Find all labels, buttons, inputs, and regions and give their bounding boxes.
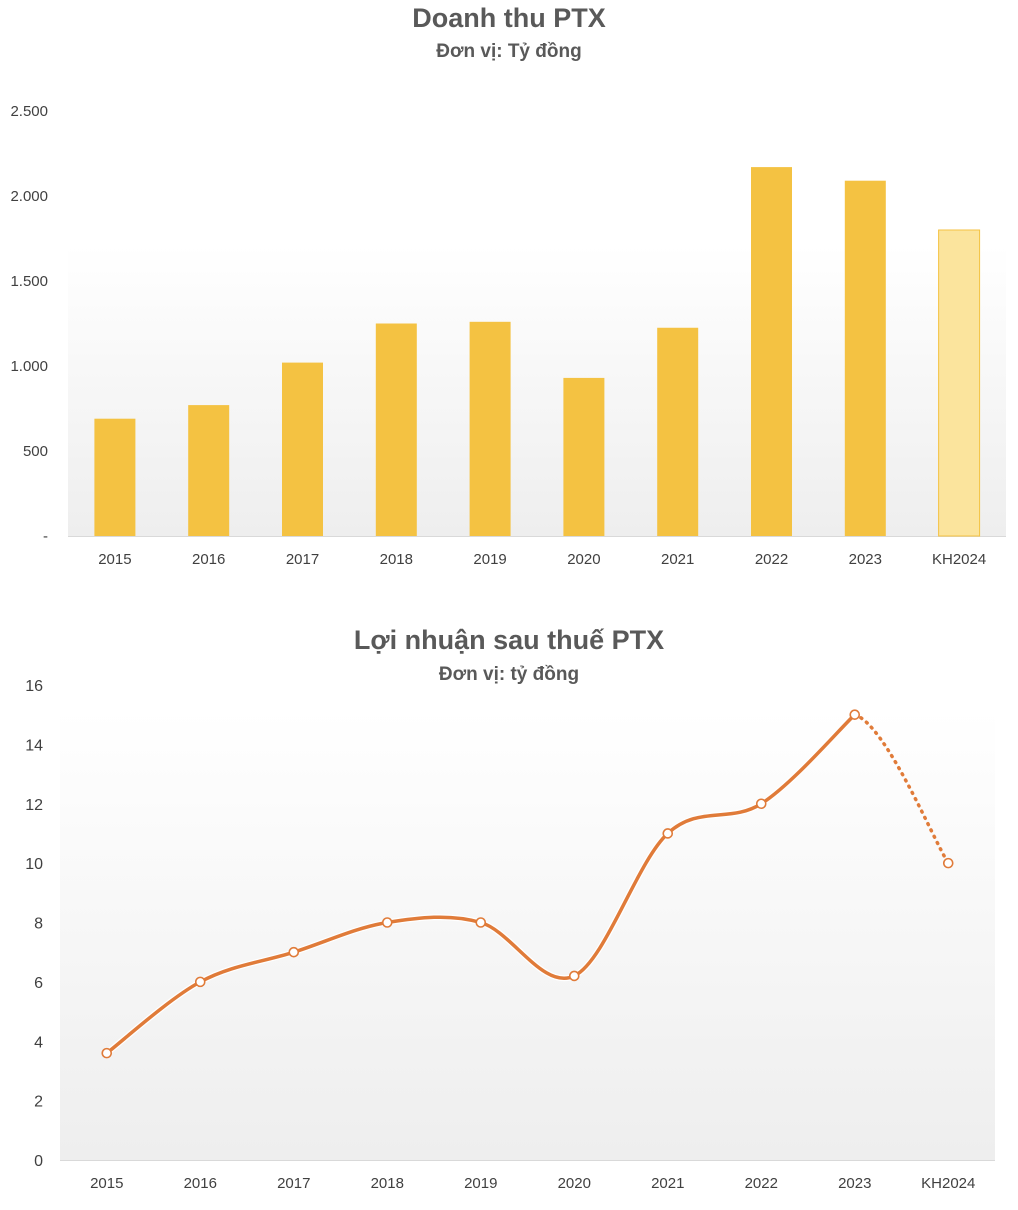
profit-x-tick-label: 2021 bbox=[651, 1175, 684, 1192]
revenue-y-tick-label: - bbox=[43, 528, 48, 545]
profit-point-2015 bbox=[101, 1047, 113, 1059]
profit-chart-subtitle: Đơn vị: tỷ đồng bbox=[438, 664, 580, 685]
revenue-y-tick-label: 1.000 bbox=[10, 358, 48, 375]
profit-y-tick-label: 8 bbox=[34, 916, 43, 933]
profit-x-tick-label: 2015 bbox=[90, 1175, 123, 1192]
profit-plot-background bbox=[60, 710, 995, 1160]
profit-chart: Lợi nhuận sau thuế PTX Đơn vị: tỷ đồng 0… bbox=[0, 620, 1018, 1210]
profit-y-tick-label: 2 bbox=[34, 1094, 43, 1111]
profit-series-line bbox=[105, 712, 857, 1055]
revenue-bar-2015 bbox=[94, 418, 136, 536]
profit-point-2019 bbox=[475, 917, 487, 928]
profit-x-tick-label: 2016 bbox=[184, 1175, 217, 1192]
revenue-bar-2019 bbox=[469, 321, 511, 536]
profit-plan-segment bbox=[853, 712, 950, 865]
revenue-bar-2017 bbox=[282, 362, 323, 536]
profit-x-tick-label: 2018 bbox=[371, 1175, 404, 1192]
profit-x-tick-label: 2023 bbox=[838, 1175, 871, 1192]
revenue-x-tick-label: 2018 bbox=[380, 551, 413, 568]
revenue-y-tick-label: 1.500 bbox=[10, 273, 48, 290]
profit-x-tick-label: 2020 bbox=[558, 1175, 591, 1192]
profit-point-2023 bbox=[849, 709, 861, 720]
revenue-x-tick-label: 2023 bbox=[849, 551, 882, 568]
profit-x-tick-label: KH2024 bbox=[921, 1175, 975, 1192]
profit-y-tick-label: 4 bbox=[34, 1034, 43, 1051]
revenue-x-tick-label: 2022 bbox=[755, 551, 788, 568]
profit-point-KH2024 bbox=[942, 857, 954, 869]
revenue-x-tick-label: 2016 bbox=[192, 551, 225, 568]
profit-point-2017 bbox=[288, 946, 300, 958]
revenue-bar-2021 bbox=[657, 327, 699, 536]
revenue-chart-plot: - 500 1.000 1.500 2.000 2.500 2015 2016 2017 2018… bbox=[10, 103, 1006, 568]
profit-point-2021 bbox=[662, 828, 674, 839]
revenue-bar-2020 bbox=[563, 377, 605, 536]
profit-y-tick-label: 16 bbox=[25, 678, 43, 695]
revenue-chart-title: Doanh thu PTX bbox=[412, 3, 606, 33]
revenue-x-tick-label: 2021 bbox=[661, 551, 694, 568]
profit-y-tick-label: 0 bbox=[34, 1153, 43, 1170]
revenue-x-tick-label: 2015 bbox=[98, 551, 131, 568]
revenue-x-tick-label: KH2024 bbox=[932, 551, 986, 568]
revenue-y-tick-label: 2.000 bbox=[10, 188, 48, 205]
revenue-chart-subtitle: Đơn vị: Tỷ đồng bbox=[436, 41, 582, 62]
profit-x-tick-label: 2017 bbox=[277, 1175, 310, 1192]
revenue-x-tick-label: 2017 bbox=[286, 551, 319, 568]
profit-y-tick-label: 6 bbox=[34, 975, 43, 992]
revenue-bar-KH2024 bbox=[938, 229, 981, 537]
revenue-x-tick-label: 2020 bbox=[567, 551, 600, 568]
revenue-bar-2016 bbox=[188, 405, 230, 536]
revenue-x-tick-label: 2019 bbox=[473, 551, 506, 568]
profit-x-tick-label: 2022 bbox=[745, 1175, 778, 1192]
profit-x-tick-label: 2019 bbox=[464, 1175, 497, 1192]
profit-point-2016 bbox=[194, 976, 206, 988]
profit-chart-plot: 0 2 4 6 8 10 12 14 16 2015 2016 2017 2018 2019 2020 202… bbox=[25, 678, 995, 1192]
profit-point-2020 bbox=[568, 970, 580, 982]
profit-y-tick-label: 14 bbox=[25, 737, 43, 754]
profit-point-2022 bbox=[755, 798, 767, 810]
revenue-bar-2023 bbox=[844, 180, 886, 536]
revenue-y-tick-label: 500 bbox=[23, 443, 48, 460]
profit-y-tick-label: 10 bbox=[25, 856, 43, 873]
revenue-bar-2018 bbox=[375, 323, 417, 536]
profit-chart-title: Lợi nhuận sau thuế PTX bbox=[353, 625, 665, 655]
profit-y-tick-label: 12 bbox=[25, 797, 43, 814]
profit-point-2018 bbox=[381, 917, 393, 928]
revenue-y-tick-label: 2.500 bbox=[10, 103, 48, 120]
revenue-chart: Doanh thu PTX Đơn vị: Tỷ đồng - 500 1.000 1… bbox=[0, 0, 1018, 590]
revenue-bar-2022 bbox=[751, 167, 792, 536]
